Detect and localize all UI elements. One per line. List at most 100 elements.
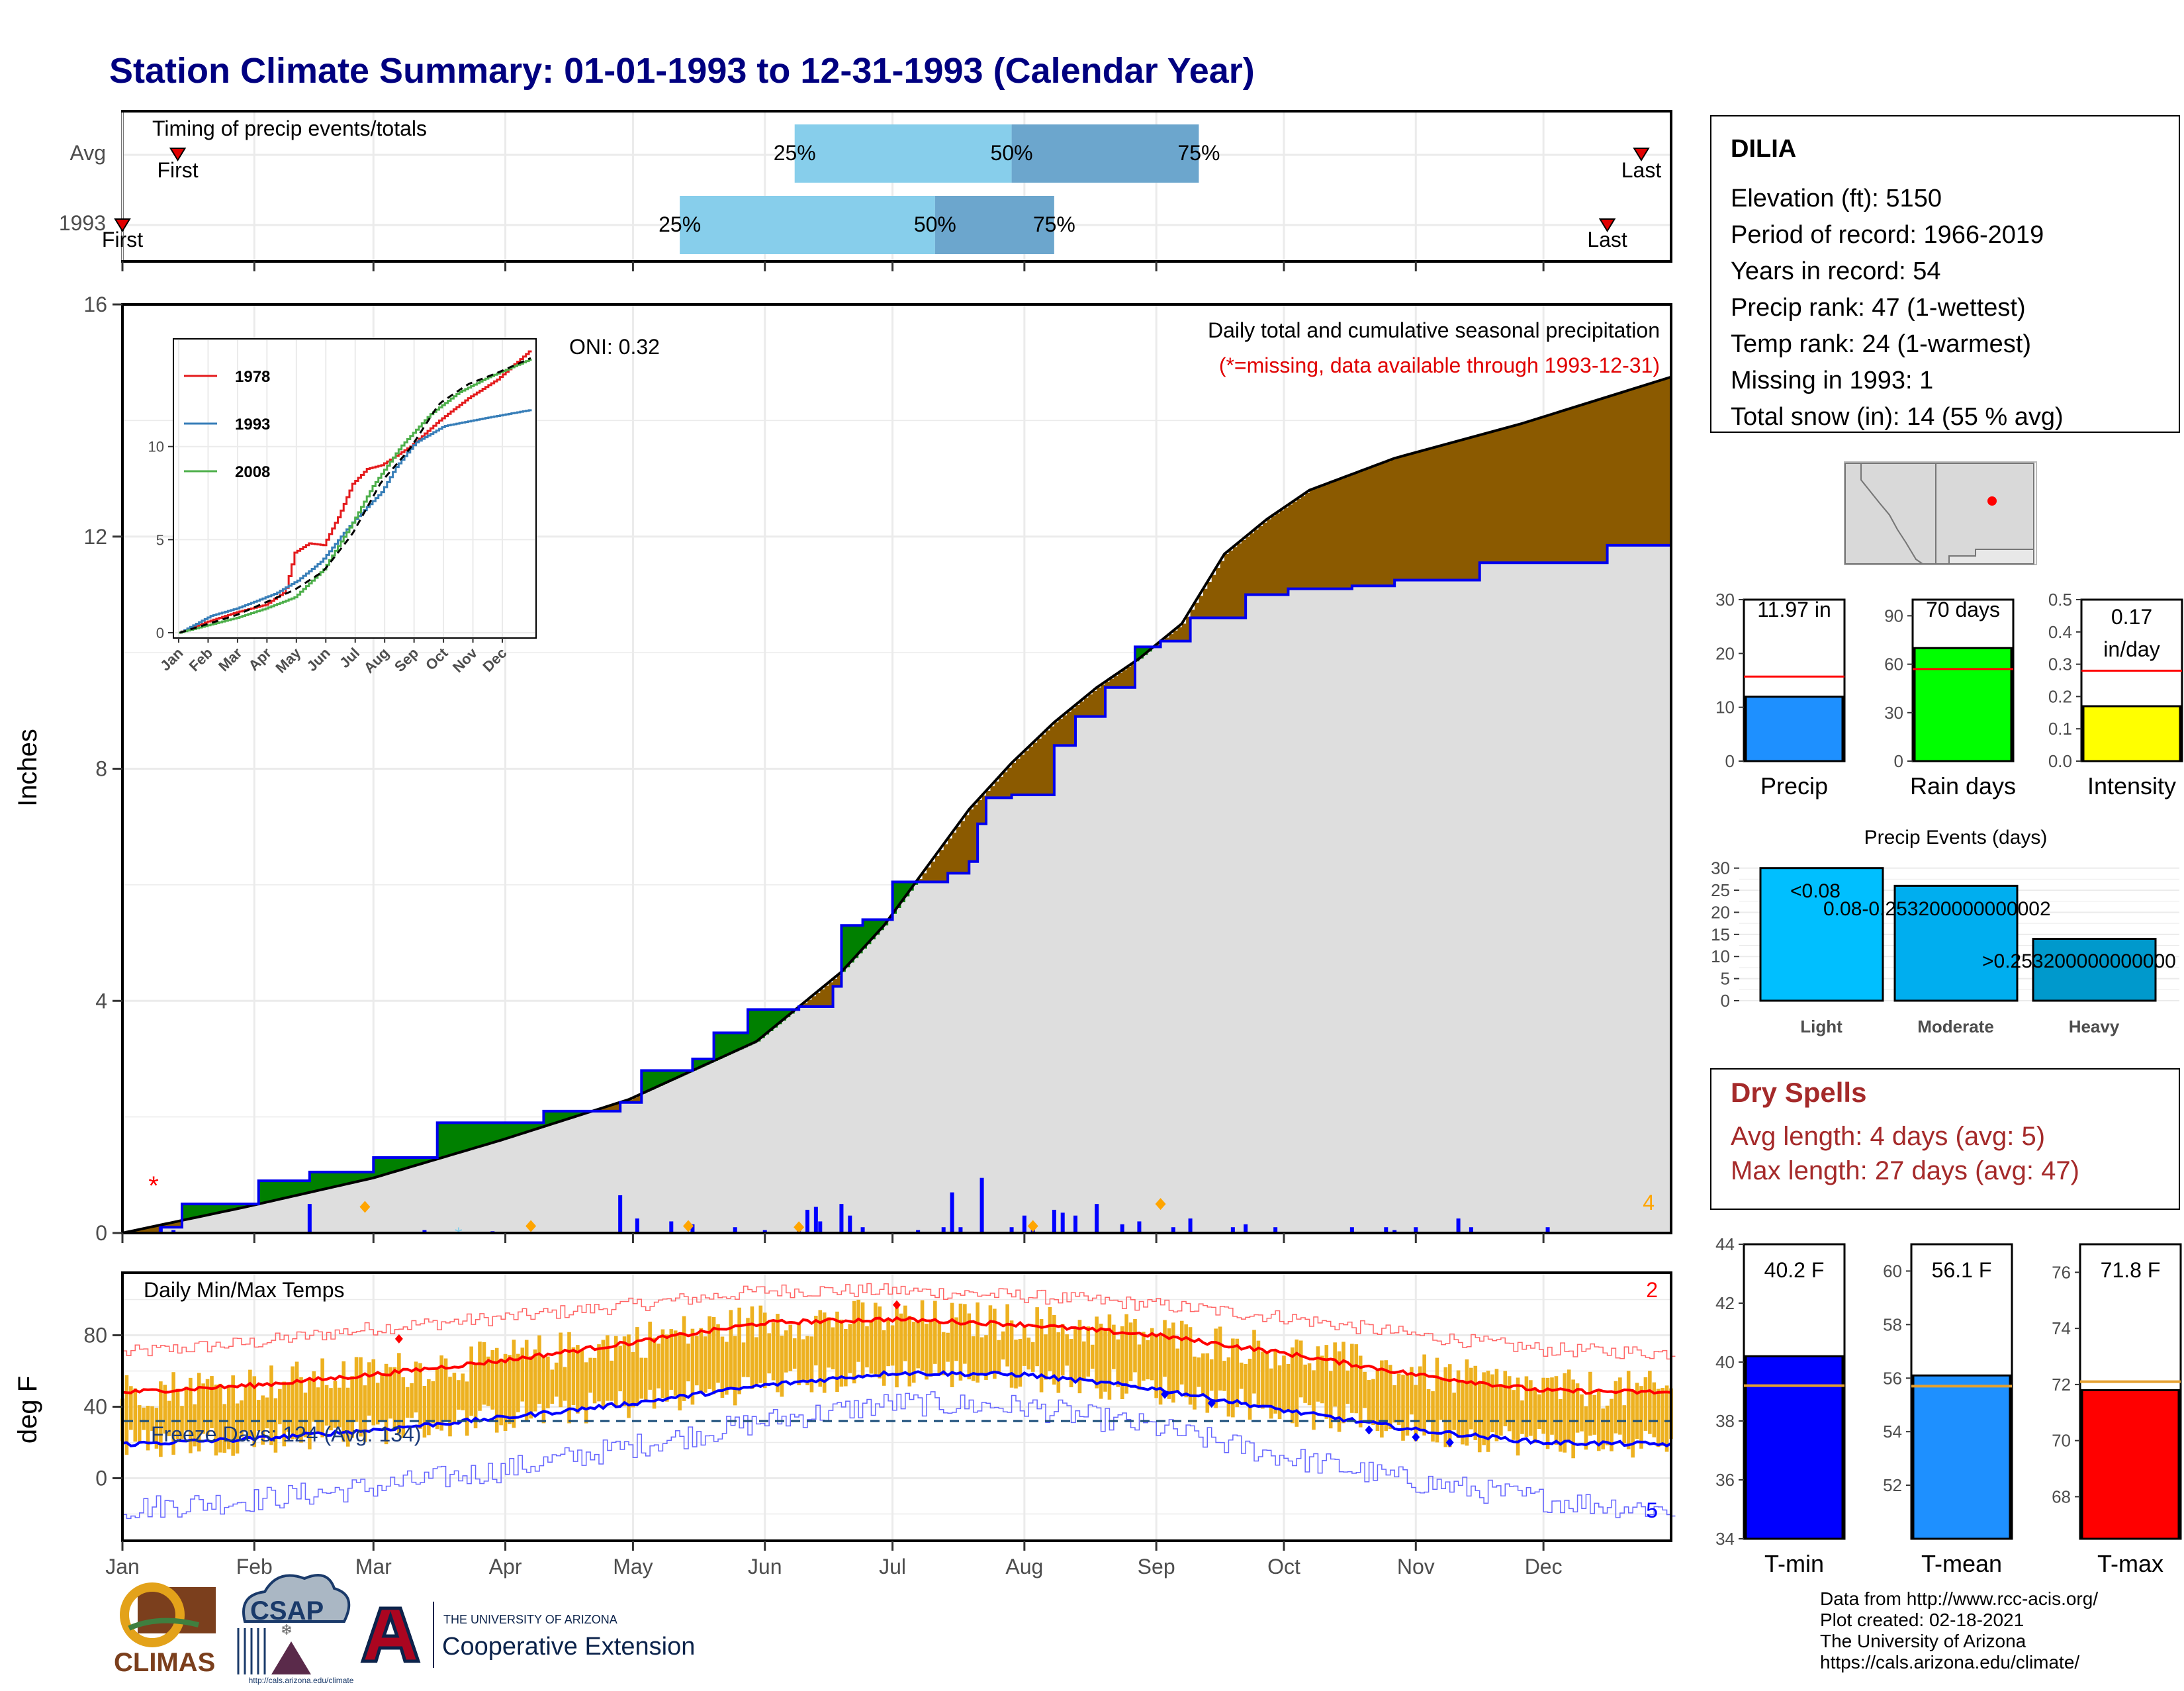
daily-temp-bar: [622, 1336, 627, 1406]
avg-tmin-line: [122, 1370, 1672, 1448]
month-label: Dec: [1525, 1555, 1563, 1578]
daily-temp-bar: [627, 1334, 631, 1418]
daily-temp-bar: [473, 1364, 478, 1429]
daily-temp-bar: [801, 1339, 805, 1381]
daily-temp-bar: [762, 1312, 767, 1389]
record-marker: [1365, 1425, 1373, 1435]
daily-temp-bar: [592, 1357, 597, 1404]
daily-temp-bar: [844, 1328, 848, 1387]
daily-temp-bar: [1631, 1391, 1635, 1458]
inset-y-tick: 10: [148, 439, 164, 455]
timing-label-25: 25%: [774, 141, 816, 165]
daily-temp-bar: [780, 1336, 784, 1397]
daily-temp-bar: [1001, 1331, 1005, 1360]
daily-temp-bar: [690, 1328, 695, 1405]
daily-temp-bar: [890, 1325, 895, 1366]
daily-temp-bar: [235, 1403, 240, 1454]
daily-temp-bar: [1103, 1328, 1107, 1392]
dry-spells-title: Dry Spells: [1731, 1077, 1866, 1108]
daily-temp-bar: [457, 1380, 461, 1410]
daily-temp-bar: [771, 1322, 776, 1381]
daily-temp-bar: [401, 1377, 406, 1438]
daily-precip-bar: [1244, 1224, 1248, 1233]
events-y-tick: 0: [1721, 991, 1730, 1011]
locator-map: [1844, 461, 2037, 565]
snow-marker: [683, 1220, 694, 1232]
daily-temp-bar: [699, 1328, 704, 1392]
daily-temp-bar: [1030, 1342, 1035, 1372]
event-bar-moderate: [1893, 884, 2019, 1002]
daily-temp-bar: [784, 1330, 788, 1373]
daily-temp-bar: [171, 1372, 175, 1455]
daily-temp-bar: [320, 1358, 324, 1438]
daily-precip-bar: [1022, 1215, 1026, 1233]
daily-temp-bar: [601, 1340, 606, 1408]
daily-temp-bar: [1056, 1332, 1061, 1393]
daily-temp-bar: [933, 1301, 937, 1364]
daily-temp-bar: [448, 1377, 452, 1437]
daily-temp-bar: [1626, 1371, 1631, 1449]
mini-bar-label: Intensity: [2087, 772, 2176, 800]
daily-temp-bar: [1175, 1348, 1180, 1391]
daily-temp-bar: [758, 1305, 763, 1383]
daily-temp-bar: [261, 1395, 265, 1445]
record-marker: [1412, 1432, 1420, 1442]
daily-temp-bar: [486, 1356, 490, 1406]
daily-temp-bar: [941, 1332, 946, 1376]
mini-bar-value: 70 days: [1926, 598, 2000, 621]
daily-temp-bar: [520, 1348, 525, 1402]
daily-temp-bar: [1214, 1328, 1218, 1408]
temp-bar-label: T-mean: [1921, 1550, 2002, 1577]
mini-bar-tick: 90: [1884, 606, 1903, 625]
daily-precip-bar: [1469, 1227, 1473, 1233]
daily-temp-bar: [550, 1369, 555, 1404]
events-y-tick: 10: [1711, 946, 1730, 966]
daily-temp-bar: [129, 1386, 133, 1430]
inset-y-tick: 0: [156, 625, 164, 641]
daily-temp-bar: [175, 1389, 180, 1440]
freeze-days-label: Freeze Days: 124 (Avg: 134): [151, 1422, 422, 1446]
timing-marker-last: [1598, 218, 1616, 232]
daily-temp-bar: [878, 1306, 882, 1379]
daily-temp-bar: [299, 1377, 303, 1443]
daily-temp-bar: [925, 1324, 929, 1380]
month-label: Feb: [236, 1555, 273, 1578]
daily-precip-bar: [1052, 1209, 1056, 1233]
daily-temp-bar: [431, 1381, 435, 1424]
daily-temp-bar: [1580, 1394, 1584, 1432]
timing-label-25: 25%: [659, 212, 701, 236]
daily-temp-bar: [1342, 1342, 1345, 1424]
timing-bar-50-75: [934, 196, 1054, 254]
mini-bar-tick: 0.2: [2048, 686, 2072, 706]
temperature-bars: 34 36 38 40 42 44 40.2 F T-min 52 54 56 58 60 56.1 F T…: [1715, 1234, 2182, 1577]
daily-temp-bar: [1652, 1382, 1657, 1438]
daily-temp-bar: [678, 1334, 682, 1411]
daily-temp-bar: [1124, 1314, 1128, 1394]
daily-temp-bar: [707, 1316, 711, 1389]
temp-bar-tick: 60: [1883, 1261, 1902, 1281]
record-low-line: [122, 1391, 1676, 1520]
daily-temp-bar: [461, 1373, 465, 1410]
daily-temp-bar: [1298, 1340, 1303, 1398]
snow-marker: [794, 1221, 805, 1234]
station-location-dot: [1987, 496, 1997, 506]
daily-temp-bar: [788, 1324, 793, 1371]
daily-temp-bar: [1439, 1379, 1443, 1420]
daily-temp-bar: [295, 1361, 299, 1440]
precip-panel: * Inches 0 4 8 12 16 ONI: 0.32 Daily total a…: [13, 293, 1672, 1246]
event-bar-heavy: [2032, 938, 2157, 1002]
temp-bar-tick: 76: [2052, 1262, 2071, 1282]
daily-precip-bar: [1545, 1227, 1550, 1233]
daily-temp-bar: [1188, 1327, 1193, 1405]
daily-temp-bar: [1494, 1369, 1499, 1441]
daily-temp-bar: [1307, 1363, 1312, 1406]
daily-temp-bar: [1469, 1367, 1473, 1430]
daily-temp-bar: [1009, 1320, 1014, 1388]
daily-temp-bar: [380, 1373, 384, 1422]
daily-temp-bar: [193, 1404, 197, 1447]
daily-temp-bar: [1026, 1337, 1031, 1370]
daily-temp-bar: [508, 1355, 512, 1424]
daily-precip-bar: [958, 1227, 963, 1233]
